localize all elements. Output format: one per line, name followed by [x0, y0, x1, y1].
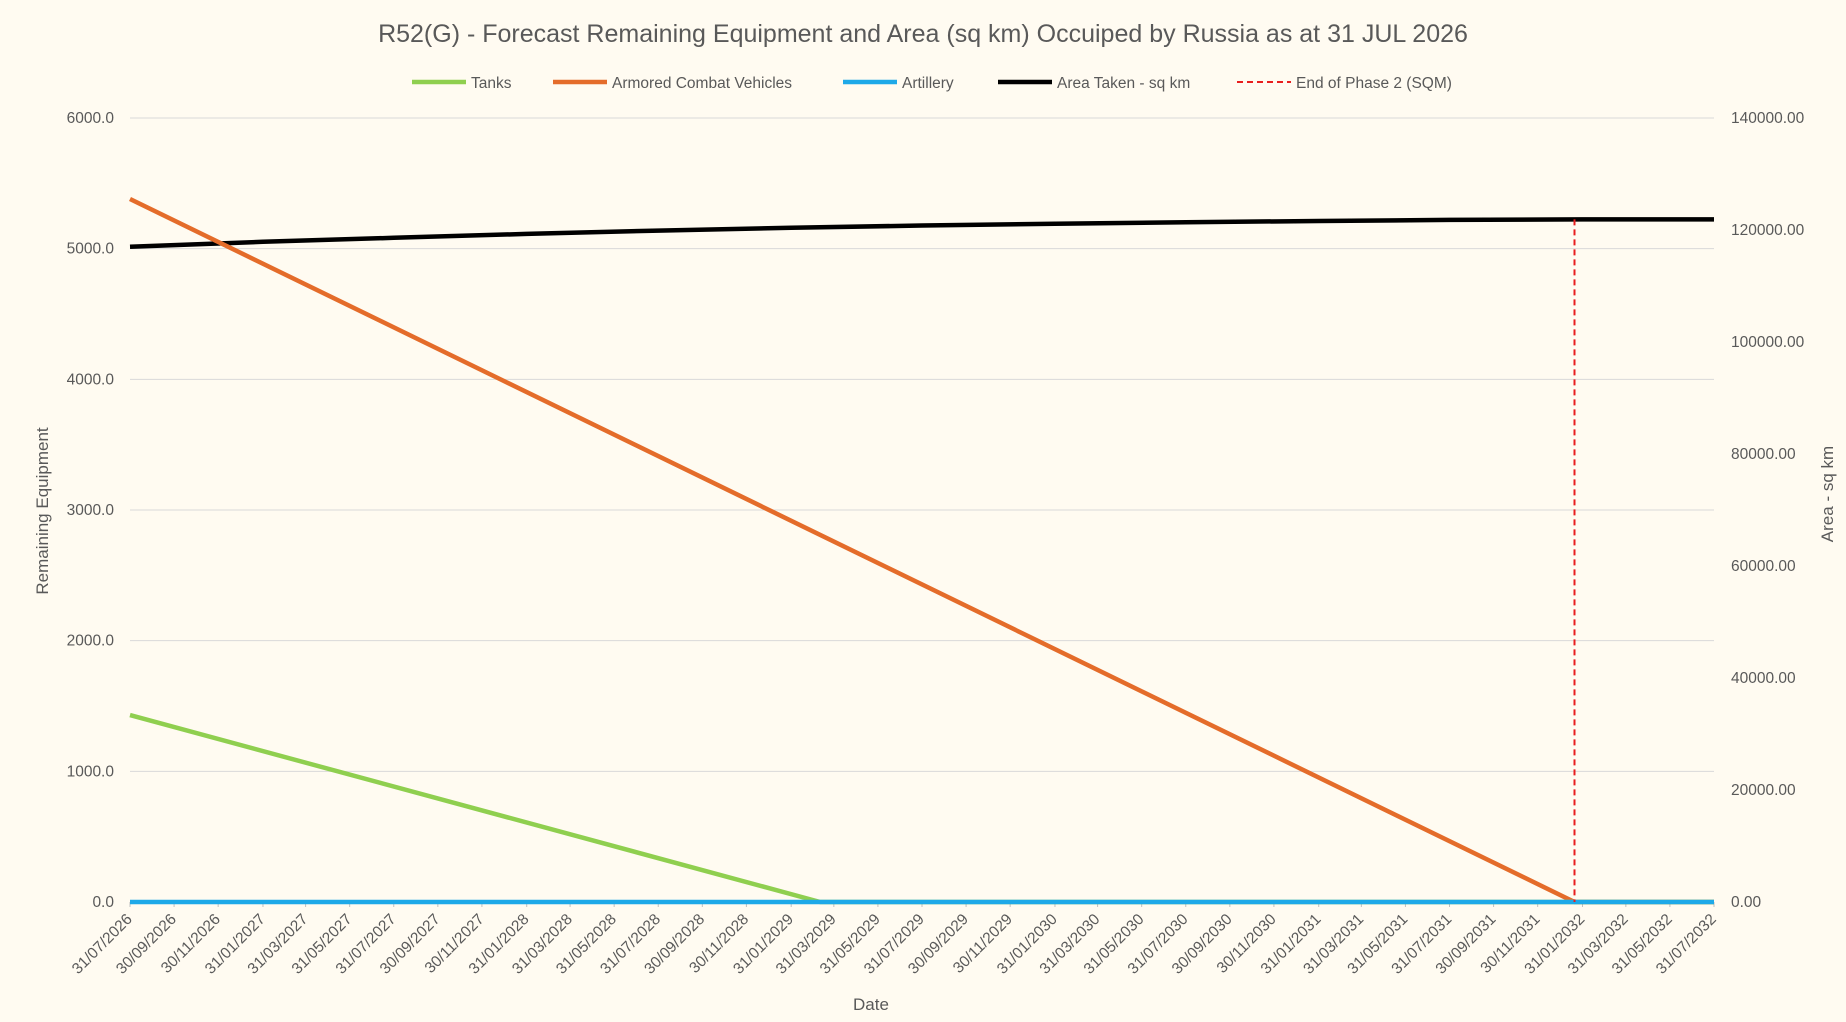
- legend-label: Artillery: [902, 75, 954, 92]
- y2-tick-label: 60000.00: [1731, 558, 1796, 575]
- y-axis-right: 0.00 20000.00 40000.00 60000.00 80000.00 1000…: [1731, 110, 1805, 911]
- y-axis-title: Remaining Equipment: [33, 427, 52, 595]
- legend: Tanks Armored Combat Vehicles Artillery Are…: [412, 75, 1452, 92]
- y-tick-label: 6000.0: [67, 110, 115, 127]
- y2-tick-label: 20000.00: [1731, 782, 1796, 799]
- chart-title: R52(G) - Forecast Remaining Equipment an…: [378, 20, 1468, 48]
- y-tick-label: 4000.0: [67, 371, 115, 388]
- y-tick-label: 5000.0: [67, 241, 115, 258]
- y-tick-label: 1000.0: [67, 763, 115, 780]
- y-tick-label: 3000.0: [67, 502, 115, 519]
- y2-tick-label: 140000.00: [1731, 110, 1805, 127]
- y2-axis-title: Area - sq km: [1818, 446, 1837, 542]
- y2-tick-label: 100000.00: [1731, 334, 1805, 351]
- y2-tick-label: 40000.00: [1731, 670, 1796, 687]
- y-tick-label: 0.0: [92, 894, 114, 911]
- y2-tick-label: 0.00: [1731, 894, 1762, 911]
- y2-tick-label: 80000.00: [1731, 446, 1796, 463]
- gridlines: [130, 117, 1714, 903]
- y2-tick-label: 120000.00: [1731, 222, 1805, 239]
- y-axis-left: 0.0 1000.0 2000.0 3000.0 4000.0 5000.0 6000.0: [67, 110, 115, 911]
- series-lines: [129, 196, 1714, 905]
- legend-label: Tanks: [471, 75, 512, 92]
- legend-label: Area Taken - sq km: [1057, 75, 1190, 92]
- legend-label: End of Phase 2 (SQM): [1296, 75, 1452, 92]
- series-line-area-taken-sq-km: [129, 217, 1714, 250]
- x-axis-title: Date: [853, 995, 889, 1014]
- y-tick-label: 2000.0: [67, 633, 115, 650]
- legend-label: Armored Combat Vehicles: [612, 75, 792, 92]
